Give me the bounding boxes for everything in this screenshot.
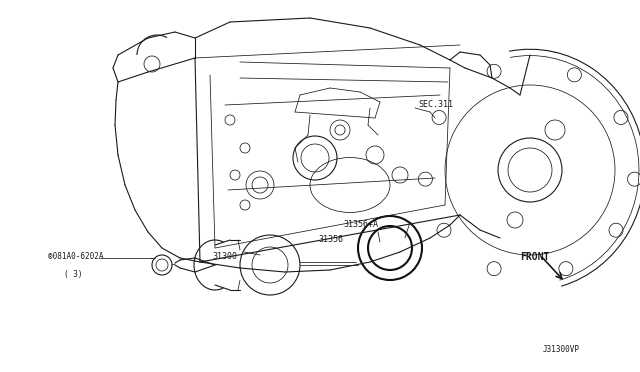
Text: ®081A0-6202A: ®081A0-6202A <box>48 252 104 261</box>
Text: FRONT: FRONT <box>520 252 549 262</box>
Text: 31356+A: 31356+A <box>343 220 378 229</box>
Text: ( 3): ( 3) <box>64 270 83 279</box>
Text: 31300: 31300 <box>212 252 237 261</box>
Text: 31356: 31356 <box>318 235 343 244</box>
Text: SEC.311: SEC.311 <box>418 100 453 109</box>
Text: J31300VP: J31300VP <box>543 345 580 354</box>
